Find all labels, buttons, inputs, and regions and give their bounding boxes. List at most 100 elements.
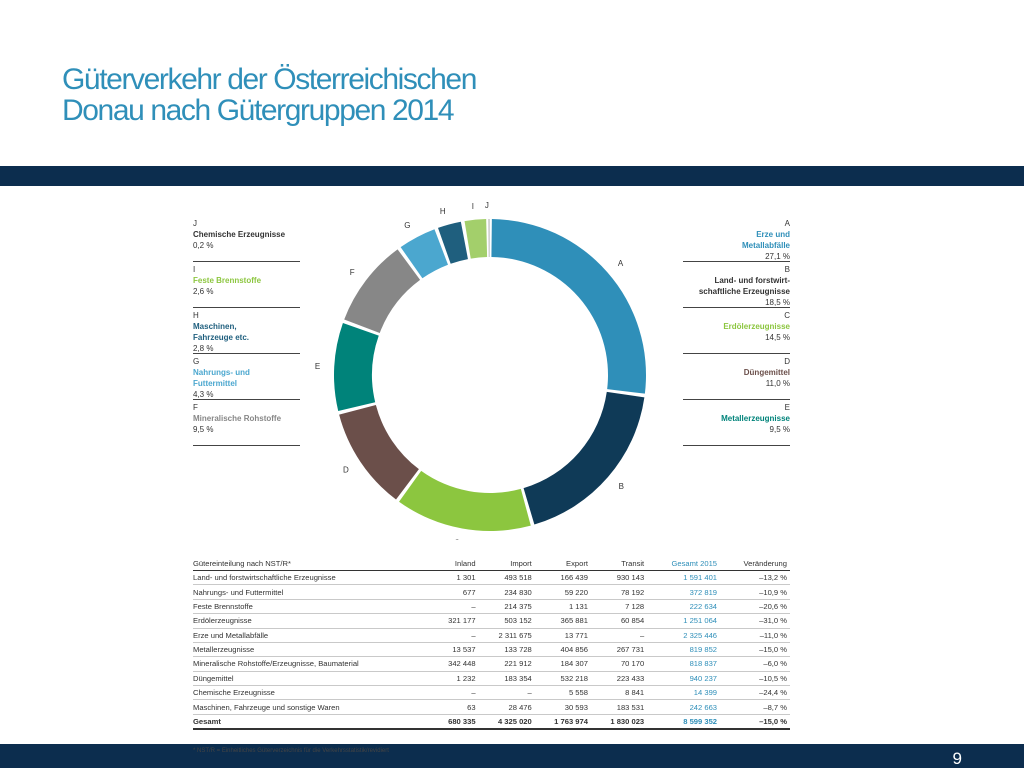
donut-slice-f <box>344 249 421 334</box>
table-cell: 818 837 <box>647 656 721 672</box>
table-row: Erdölerzeugnisse 321 177 503 152 365 881 60 … <box>193 613 790 629</box>
legend-name: Fahrzeuge etc. <box>193 333 250 342</box>
table-cell: Nahrungs- und Futtermittel <box>193 584 432 600</box>
slice-label-g: G <box>404 221 410 230</box>
table-cell: –13,2 % <box>720 570 790 586</box>
table-row: Erze und Metallabfälle –2 311 675 13 771–2… <box>193 628 790 643</box>
table-cell: 63 <box>431 699 479 715</box>
table-cell: 680 335 <box>431 713 479 731</box>
table-cell: 532 218 <box>534 671 591 687</box>
legend-name: Düngemittel <box>743 368 790 377</box>
table-cell: Erdölerzeugnisse <box>193 613 432 629</box>
table-cell: 267 731 <box>590 642 648 658</box>
table-cell: – <box>478 685 535 701</box>
table-cell: 13 537 <box>431 642 479 658</box>
table-header-row: Gütereinteilung nach NST/R* Inland Import E… <box>193 557 790 571</box>
table-cell: 183 354 <box>478 671 535 687</box>
legend-percent: 9,5 % <box>193 425 214 434</box>
slice-label-a: A <box>618 259 624 268</box>
table-row: Land- und forstwirtschaftliche Erzeugnis… <box>193 570 790 586</box>
footnote: * NST/R = Einheitliches Güterverzeichnis… <box>193 748 389 754</box>
header-band <box>0 166 1024 186</box>
table-header-cell: Inland <box>431 557 479 571</box>
table-cell: Maschinen, Fahrzeuge und sonstige Waren <box>193 699 432 715</box>
table-header-cell: Export <box>534 557 591 571</box>
donut-slice-b <box>523 391 645 525</box>
legend-name: Land- und forstwirt- <box>714 276 790 285</box>
slice-label-b: B <box>619 482 624 491</box>
legend-letter: E <box>784 403 790 412</box>
table-cell: 1 301 <box>431 570 479 586</box>
table-cell: – <box>431 685 479 701</box>
table-cell: 221 912 <box>478 656 535 672</box>
table-cell: 321 177 <box>431 613 479 629</box>
donut-slice-a <box>491 219 646 394</box>
table-header-cell: Transit <box>590 557 648 571</box>
legend-percent: 14,5 % <box>765 333 790 342</box>
table-cell: 1 131 <box>534 599 591 615</box>
table-cell: 223 433 <box>590 671 648 687</box>
legend-percent: 9,5 % <box>769 425 790 434</box>
table-cell: Erze und Metallabfälle <box>193 628 432 643</box>
table-cell: 13 771 <box>534 628 591 643</box>
table-cell: 8 841 <box>590 685 648 701</box>
table-cell: 214 375 <box>478 599 535 615</box>
table-cell: 4 325 020 <box>478 713 535 731</box>
legend-name: Metallerzeugnisse <box>721 414 790 423</box>
table-cell: 133 728 <box>478 642 535 658</box>
legend-name: Nahrungs- und <box>193 368 250 377</box>
table-cell: 372 819 <box>647 584 721 600</box>
table-cell: 1 232 <box>431 671 479 687</box>
table-cell: 2 311 675 <box>478 628 535 643</box>
table-cell: –15,0 % <box>720 642 790 658</box>
table-cell: 184 307 <box>534 656 591 672</box>
legend-percent: 2,6 % <box>193 287 214 296</box>
table-cell: 493 518 <box>478 570 535 586</box>
legend-name: Futtermittel <box>193 379 237 388</box>
donut-slice-c <box>399 470 531 531</box>
table-cell: 30 593 <box>534 699 591 715</box>
table-cell: 404 856 <box>534 642 591 658</box>
legend-name: Metallabfälle <box>741 241 790 250</box>
legend-name: Mineralische Rohstoffe <box>193 414 282 423</box>
legend-letter: F <box>193 403 198 412</box>
table-cell: 242 663 <box>647 699 721 715</box>
legend-item-h: H Maschinen, Fahrzeuge etc. 2,8 % <box>193 308 300 354</box>
page-number: 9 <box>952 749 962 768</box>
donut-slice-h <box>437 221 468 264</box>
table-cell: Mineralische Rohstoffe/Erzeugnisse, Baum… <box>193 656 432 672</box>
table-cell: –24,4 % <box>720 685 790 701</box>
table-cell: 8 599 352 <box>647 713 721 731</box>
table-cell: 1 830 023 <box>590 713 648 731</box>
legend-letter: H <box>193 311 199 320</box>
table-cell: 5 558 <box>534 685 591 701</box>
legend-percent: 27,1 % <box>765 252 790 261</box>
slice-label-h: H <box>440 207 446 216</box>
legend-letter: B <box>784 265 790 274</box>
legend-name: Chemische Erzeugnisse <box>193 230 286 239</box>
table-cell: 819 852 <box>647 642 721 658</box>
table-row: Metallerzeugnisse 13 537 133 728 404 856 267… <box>193 642 790 658</box>
table-cell: 222 634 <box>647 599 721 615</box>
table-cell: 234 830 <box>478 584 535 600</box>
legend-item-a: A Erze und Metallabfälle 27,1 % <box>683 216 790 262</box>
table-row: Düngemittel 1 232 183 354 532 218 223 433 940… <box>193 671 790 687</box>
table-cell: –11,0 % <box>720 628 790 643</box>
table-cell: Düngemittel <box>193 671 432 687</box>
slice-label-f: F <box>350 268 355 277</box>
table-cell: Gesamt <box>193 713 432 731</box>
table-cell: – <box>590 628 648 643</box>
table-cell: 183 531 <box>590 699 648 715</box>
table-cell: 78 192 <box>590 584 648 600</box>
legend-percent: 18,5 % <box>765 298 790 307</box>
table-cell: –6,0 % <box>720 656 790 672</box>
table-cell: 7 128 <box>590 599 648 615</box>
table-cell: – <box>431 628 479 643</box>
legend-right: A Erze und Metallabfälle 27,1 % B Land- und f… <box>683 216 790 446</box>
slice-label-e: E <box>315 362 320 371</box>
slice-label-j: J <box>485 201 489 210</box>
table-cell: –20,6 % <box>720 599 790 615</box>
donut-slice-j <box>488 219 490 258</box>
table-row: Mineralische Rohstoffe/Erzeugnisse, Baum… <box>193 656 790 672</box>
table-cell: 365 881 <box>534 613 591 629</box>
